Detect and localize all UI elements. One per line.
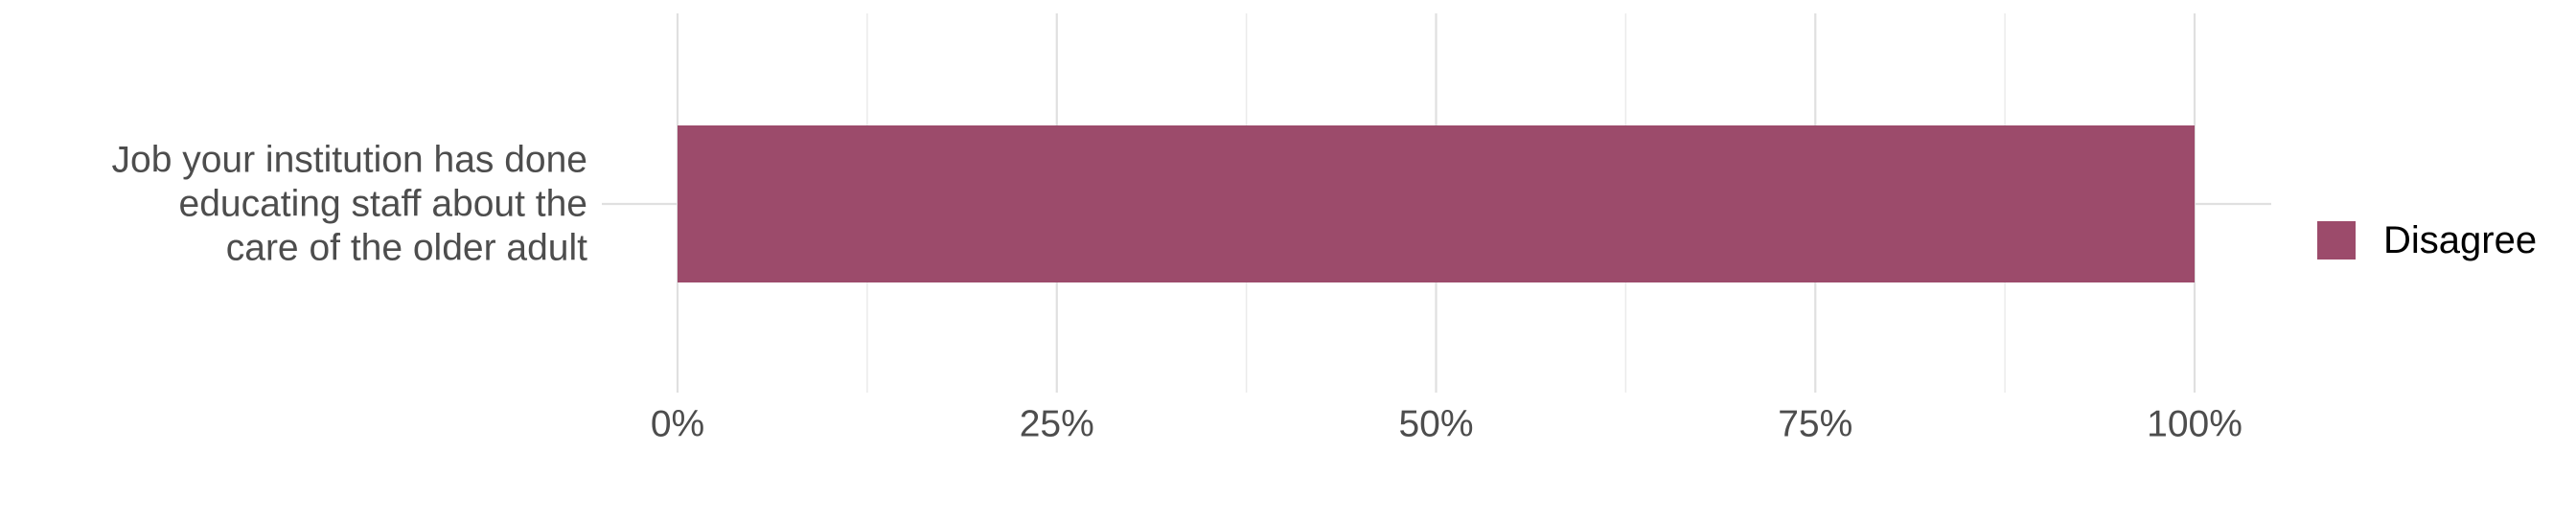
y-axis-label-line: educating staff about the [179,184,587,225]
bar-disagree [678,125,2195,282]
x-axis-tick-label: 100% [2147,404,2242,445]
x-axis-tick-label: 75% [1778,404,1852,445]
legend-label: Disagree [2383,219,2537,261]
x-axis-tick-labels: 0% 25% 50% 75% 100% [651,404,2242,445]
bar-layer [678,125,2195,282]
legend: Disagree [2317,219,2537,261]
legend-key-disagree [2317,221,2356,260]
y-axis-label-line: Job your institution has done [112,140,588,181]
x-axis-tick-label: 0% [651,404,704,445]
x-axis-tick-label: 25% [1020,404,1094,445]
x-axis-tick-label: 50% [1398,404,1473,445]
y-axis-label-line: care of the older adult [226,228,587,269]
